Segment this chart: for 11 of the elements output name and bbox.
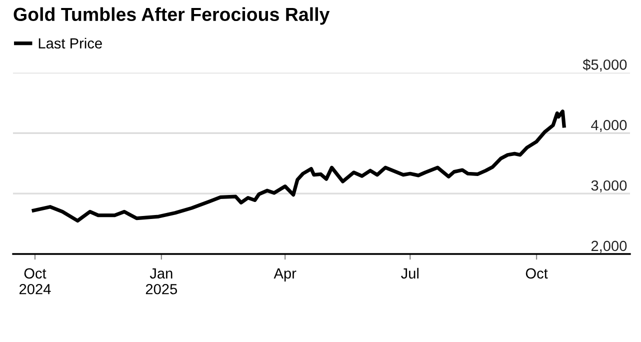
y-tick-label: 4,000 [591,120,627,132]
x-tick-label: Jul [401,268,418,279]
x-tick-label: Apr [274,268,296,282]
y-tick-label: $5,000 [582,58,627,72]
x-tick-label: Oct [526,268,548,279]
legend-label: Last Price [38,38,102,49]
y-tick-label: 2,000 [591,240,627,253]
chart-title: Gold Tumbles After Ferocious Rally [14,7,330,25]
x-tick-label: Jan 2025 [146,268,178,294]
x-tick-label: Oct 2024 [20,268,51,294]
y-tick-label: 3,000 [591,180,627,192]
